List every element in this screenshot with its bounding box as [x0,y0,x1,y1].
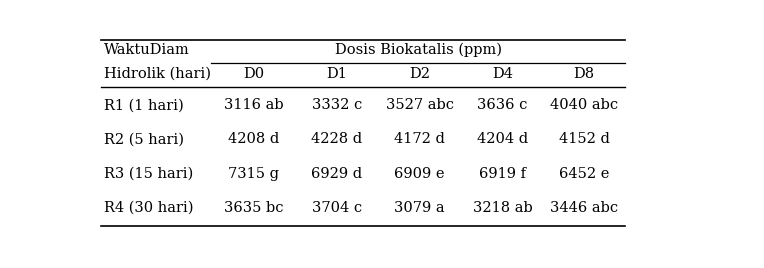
Text: 4208 d: 4208 d [228,132,280,147]
Text: 3218 ab: 3218 ab [473,200,533,215]
Text: 4228 d: 4228 d [311,132,362,147]
Text: 6929 d: 6929 d [311,166,362,181]
Text: 3116 ab: 3116 ab [224,98,283,113]
Text: 3527 abc: 3527 abc [386,98,454,113]
Text: 6919 f: 6919 f [479,166,526,181]
Text: 3332 c: 3332 c [312,98,362,113]
Text: R1 (1 hari): R1 (1 hari) [105,98,184,113]
Text: 7315 g: 7315 g [228,166,280,181]
Text: D0: D0 [243,67,264,81]
Text: 6452 e: 6452 e [558,166,609,181]
Text: WaktuDiam: WaktuDiam [105,43,190,57]
Text: D2: D2 [410,67,430,81]
Text: 3635 bc: 3635 bc [224,200,283,215]
Text: 4204 d: 4204 d [477,132,528,147]
Text: 3079 a: 3079 a [394,200,445,215]
Text: 4040 abc: 4040 abc [550,98,618,113]
Text: R2 (5 hari): R2 (5 hari) [105,132,184,147]
Text: R4 (30 hari): R4 (30 hari) [105,200,194,215]
Text: 4152 d: 4152 d [558,132,610,147]
Text: D8: D8 [574,67,594,81]
Text: R3 (15 hari): R3 (15 hari) [105,166,193,181]
Text: D4: D4 [492,67,513,81]
Text: Hidrolik (hari): Hidrolik (hari) [105,67,212,81]
Text: 3446 abc: 3446 abc [550,200,618,215]
Text: 3704 c: 3704 c [312,200,362,215]
Text: Dosis Biokatalis (ppm): Dosis Biokatalis (ppm) [335,43,502,57]
Text: 4172 d: 4172 d [394,132,445,147]
Text: 6909 e: 6909 e [394,166,445,181]
Text: D1: D1 [326,67,347,81]
Text: 3636 c: 3636 c [478,98,528,113]
